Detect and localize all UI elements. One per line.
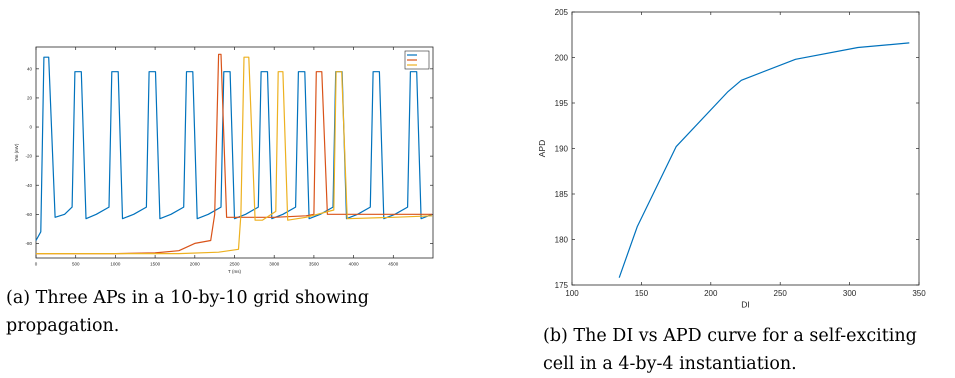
y-axis-label: APD <box>537 140 547 157</box>
x-tick-label: 150 <box>635 289 649 298</box>
x-tick-label: 2500 <box>229 262 240 267</box>
y-tick-label: -80 <box>25 241 32 246</box>
y-tick-label: 175 <box>555 281 569 290</box>
x-tick-label: 4500 <box>388 262 399 267</box>
x-tick-label: 0 <box>35 262 38 267</box>
x-tick-label: 300 <box>843 289 857 298</box>
y-tick-label: -40 <box>25 183 32 188</box>
x-tick-label: 1500 <box>150 262 161 267</box>
x-axis-label: DI <box>741 300 750 310</box>
y-tick-label: 200 <box>555 53 569 62</box>
x-tick-label: 3500 <box>309 262 320 267</box>
y-tick-label: 185 <box>555 190 569 199</box>
x-tick-label: 250 <box>774 289 788 298</box>
x-tick-label: 2000 <box>190 262 201 267</box>
y-tick-label: -60 <box>25 212 32 217</box>
panel-a: 0 500 1000 1500 2000 2500 3000 3500 4000 4500 -80 -… <box>0 0 445 376</box>
y-tick-label: 195 <box>555 99 569 108</box>
caption-b: (b) The DI vs APD curve for a self-excit… <box>543 322 953 378</box>
x-tick-label: 500 <box>72 262 80 267</box>
chart-a: 0 500 1000 1500 2000 2500 3000 3500 4000 4500 -80 -… <box>0 0 445 280</box>
y-tick-label: 0 <box>29 125 32 130</box>
y-tick-label: 205 <box>555 8 569 17</box>
y-tick-label: 40 <box>27 66 33 71</box>
y-tick-label: 20 <box>27 96 33 101</box>
x-tick-label: 100 <box>565 289 579 298</box>
caption-a: (a) Three APs in a 10-by-10 grid showing… <box>6 284 436 340</box>
panel-b: 100 150 200 250 300 350 175 180 185 190 195 200 205 D… <box>535 0 955 376</box>
x-tick-label: 3000 <box>269 262 280 267</box>
y-tick-label: 190 <box>555 144 569 153</box>
x-tick-label: 200 <box>704 289 718 298</box>
y-tick-label: 180 <box>555 235 569 244</box>
x-tick-label: 1000 <box>110 262 121 267</box>
y-axis-label: Vm (mV) <box>14 143 19 161</box>
plot-area <box>572 12 919 285</box>
x-tick-label: 4000 <box>349 262 360 267</box>
x-tick-label: 350 <box>912 289 926 298</box>
chart-b: 100 150 200 250 300 350 175 180 185 190 195 200 205 D… <box>535 0 955 310</box>
y-tick-label: -20 <box>25 154 32 159</box>
x-axis-label: T (ms) <box>228 269 241 274</box>
